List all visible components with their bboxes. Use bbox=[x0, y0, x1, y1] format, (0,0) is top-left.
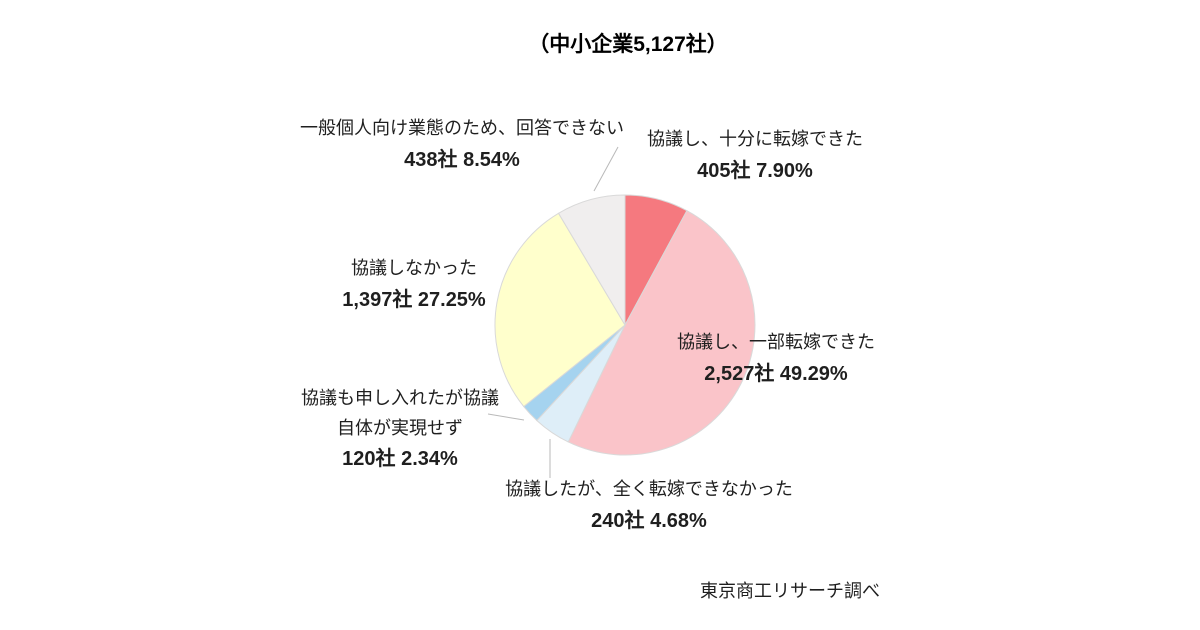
slice-label-partially-passed: 協議し、一部転嫁できた 2,527社 49.29% bbox=[677, 332, 875, 386]
slice-label-value: 438社 8.54% bbox=[404, 148, 520, 171]
leader-line-blue-slice bbox=[487, 413, 525, 421]
slice-label-text: 協議したが、全く転嫁できなかった bbox=[505, 479, 793, 499]
slice-label-value: 2,527社 49.29% bbox=[704, 362, 848, 385]
slice-label-text: 協議し、一部転嫁できた bbox=[677, 332, 875, 352]
chart-title: （中小企業5,127社） bbox=[528, 33, 728, 56]
slice-label-no-negotiation: 協議しなかった 1,397社 27.25% bbox=[342, 258, 485, 312]
slice-label-text-line1: 協議も申し入れたが協議 bbox=[301, 388, 499, 408]
slice-label-text-line2: 自体が実現せず bbox=[337, 417, 463, 438]
slice-label-text: 一般個人向け業態のため、回答できない bbox=[300, 118, 624, 138]
slice-label-value: 240社 4.68% bbox=[591, 509, 707, 532]
slice-label-value: 120社 2.34% bbox=[342, 448, 458, 471]
slice-label-value: 1,397社 27.25% bbox=[342, 288, 486, 311]
leader-line-gray-slice bbox=[593, 146, 619, 192]
slice-label-fully-passed: 協議し、十分に転嫁できた 405社 7.90% bbox=[647, 129, 863, 183]
slice-label-text: 協議しなかった bbox=[351, 258, 477, 278]
pie-slice-1 bbox=[567, 210, 756, 456]
slice-label-text: 協議し、十分に転嫁できた bbox=[647, 129, 863, 149]
slice-label-value: 405社 7.90% bbox=[697, 159, 813, 182]
slice-label-negotiation-not-realized: 協議も申し入れたが協議 自体が実現せず 120社 2.34% bbox=[301, 388, 499, 471]
source-credit: 東京商工リサーチ調べ bbox=[700, 581, 880, 601]
pie-slices bbox=[494, 194, 756, 456]
slice-label-no-answer: 一般個人向け業態のため、回答できない 438社 8.54% bbox=[300, 118, 624, 172]
slice-label-not-passed-at-all: 協議したが、全く転嫁できなかった 240社 4.68% bbox=[505, 479, 793, 533]
pie-slice-5 bbox=[557, 194, 626, 327]
pie-slice-4 bbox=[494, 212, 626, 408]
